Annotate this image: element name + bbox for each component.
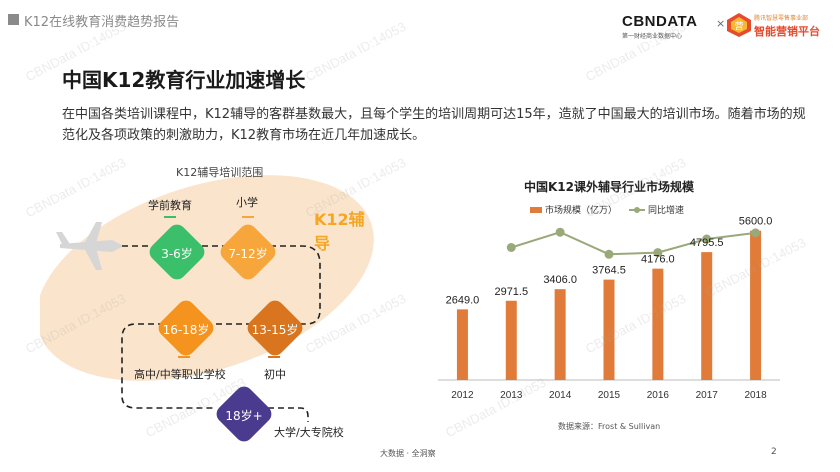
footer-slogan: 大数据 · 全洞察 (380, 449, 436, 458)
x-tick-label: 2016 (647, 390, 670, 401)
stage-label-junior: 初中 (264, 368, 286, 381)
bar (456, 309, 468, 380)
x-tick-label: 2014 (549, 390, 572, 401)
partner-logo-icon: 营 (727, 13, 751, 37)
chart-plot: 2649.0 2971.5 3406.0 3764.5 4176.0 4795.5 5600… (438, 216, 780, 401)
bar (701, 252, 713, 380)
header-marker (8, 14, 19, 25)
bar (505, 300, 517, 380)
cbndata-logo-subtitle: 第一财经商业数据中心 (622, 33, 683, 40)
cbndata-logo-text: CBNDATA (622, 13, 698, 30)
growth-point (555, 227, 565, 237)
legend-line-swatch (629, 206, 646, 213)
partner-logo-glyph: 营 (734, 20, 743, 32)
bar-value-label: 2971.5 (494, 286, 528, 298)
bar (652, 268, 664, 380)
growth-point (506, 243, 516, 252)
diagram-canvas (40, 175, 374, 422)
page-number: 2 (771, 447, 777, 457)
stage-marker-primary (242, 216, 254, 218)
bar (554, 289, 566, 380)
report-title: K12在线教育消费趋势报告 (24, 15, 180, 30)
stage-range-senior: 16-18岁 (162, 323, 210, 337)
bar-value-label: 2649.0 (446, 294, 480, 306)
bar-value-label: 4795.5 (690, 237, 724, 249)
stage-range-junior: 13-15岁 (251, 323, 299, 337)
k12-scope-diagram: K12辅导培训范围 K12辅导 学前教育 3-6岁 小学 7-12岁 13-15… (40, 160, 380, 460)
partner-logo-text: 智能营销平台 (754, 25, 820, 38)
x-tick-label: 2015 (598, 390, 621, 401)
legend-line-label: 同比增速 (648, 206, 685, 216)
stage-label-senior: 高中/中等职业学校 (134, 368, 226, 381)
k12-highlight-label: K12辅导 (314, 210, 365, 253)
page-title: 中国K12教育行业加速增长 (62, 68, 306, 92)
bar-value-label: 4176.0 (641, 254, 675, 266)
stage-label-university: 大学/大专院校 (274, 426, 344, 439)
cbndata-logo: CBNDATA 第一财经商业数据中心 (622, 13, 714, 40)
x-tick-label: 2017 (696, 390, 719, 401)
partner-logo: 腾讯智慧零售事业部 智能营销平台 (754, 13, 820, 39)
stage-range-primary: 7-12岁 (228, 247, 268, 261)
stage-label-preschool: 学前教育 (148, 199, 192, 212)
market-size-chart: 中国K12课外辅导行业市场规模 市场规模（亿万） 同比增速 2649.0 2971… (420, 172, 800, 440)
bar-value-label: 3406.0 (543, 274, 577, 286)
x-tick-label: 2013 (500, 390, 523, 401)
intro-paragraph: 在中国各类培训课程中，K12辅导的客群基数最大，且每个学生的培训周期可达15年，… (62, 107, 806, 143)
x-tick-label: 2018 (744, 390, 767, 401)
partner-logo-subtitle: 腾讯智慧零售事业部 (754, 15, 809, 22)
growth-point (702, 234, 712, 244)
stage-label-primary: 小学 (236, 196, 258, 209)
chart-title: 中国K12课外辅导行业市场规模 (524, 180, 694, 194)
legend-bar-swatch (530, 206, 542, 213)
stage-marker-senior (178, 356, 190, 358)
bar (750, 230, 762, 380)
growth-point (653, 248, 663, 258)
stage-range-university: 18岁+ (225, 409, 263, 423)
x-tick-label: 2012 (451, 390, 474, 401)
chart-legend: 市场规模（亿万） 同比增速 (530, 203, 684, 216)
stage-marker-junior (268, 356, 280, 358)
bar (603, 279, 615, 380)
diagram-title: K12辅导培训范围 (176, 166, 264, 179)
growth-line (510, 231, 756, 256)
chart-source: 数据来源：Frost & Sullivan (558, 422, 661, 431)
growth-point (604, 249, 614, 259)
stage-range-preschool: 3-6岁 (161, 247, 193, 261)
bar-value-label: 3764.5 (592, 265, 626, 277)
watermark: CBNData ID:14053 (302, 18, 409, 85)
logo-separator: × (716, 17, 726, 30)
bar-value-label: 5600.0 (739, 216, 773, 228)
legend-bar-label: 市场规模（亿万） (545, 206, 618, 216)
progression-path (121, 245, 321, 422)
stage-marker-preschool (164, 216, 176, 218)
growth-point (751, 228, 761, 238)
airplane-icon (56, 222, 124, 270)
